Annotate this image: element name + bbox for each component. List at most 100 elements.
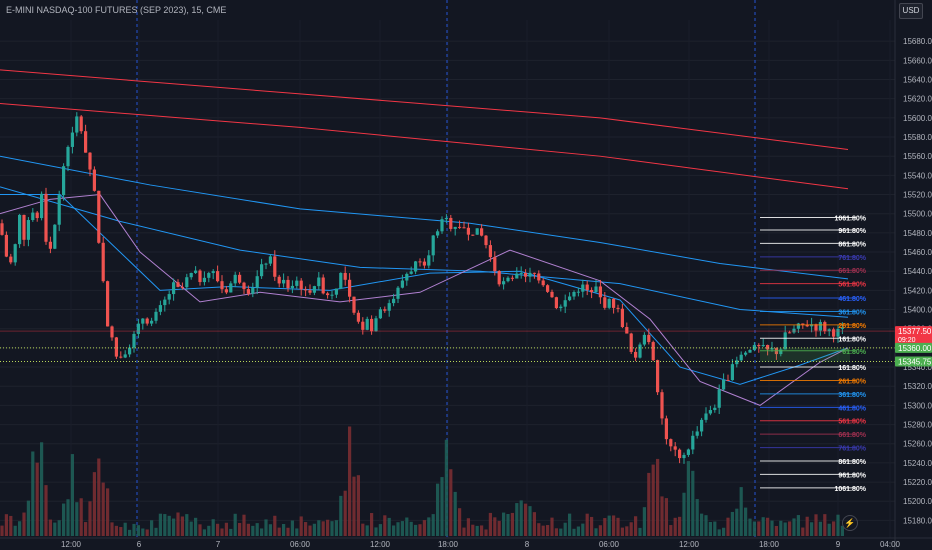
volume-bar	[224, 522, 228, 536]
candle-body	[576, 291, 580, 293]
volume-bar	[22, 512, 26, 536]
volume-bar	[541, 525, 545, 536]
candle-body	[519, 272, 523, 274]
volume-bar	[471, 524, 475, 536]
volume-bars	[0, 426, 844, 536]
volume-bar	[277, 527, 281, 536]
candle-body	[581, 284, 585, 292]
candle-body	[612, 298, 616, 308]
fib-level-label: 461.80%	[838, 296, 866, 303]
volume-bar	[431, 514, 435, 536]
volume-bar	[295, 528, 299, 536]
volume-bar	[172, 518, 176, 536]
volume-bar	[585, 513, 589, 536]
volume-bar	[70, 454, 74, 536]
price-label-box	[895, 342, 932, 353]
candle-body	[537, 273, 541, 281]
volume-bar	[748, 518, 752, 536]
fib-level-label: 661.80%	[838, 268, 866, 275]
y-tick-label: 15660.00	[903, 56, 932, 65]
volume-bar	[700, 513, 704, 536]
candle-body	[488, 245, 492, 258]
candle-body	[299, 280, 303, 290]
candle-body	[224, 289, 228, 293]
volume-bar	[691, 470, 695, 536]
volume-bar	[57, 520, 61, 536]
candle-body	[453, 226, 457, 229]
volume-bar	[273, 515, 277, 536]
candle-body	[515, 273, 519, 279]
candle-body	[255, 276, 259, 288]
volume-bar	[255, 523, 259, 536]
volume-bar	[352, 476, 356, 536]
fib-level-label: 161.80%	[838, 336, 866, 343]
volume-bar	[400, 521, 404, 536]
candle-body	[585, 284, 589, 291]
candle-body	[625, 327, 629, 334]
volume-bar	[796, 515, 800, 536]
currency-button[interactable]: USD	[899, 3, 923, 19]
volume-bar	[774, 525, 778, 536]
volume-bar	[251, 525, 255, 536]
x-tick-label: 12:00	[679, 540, 700, 549]
volume-bar	[458, 508, 462, 536]
volume-bar	[185, 514, 189, 536]
candle-body	[13, 244, 17, 263]
y-tick-label: 15620.00	[903, 95, 932, 104]
volume-bar	[462, 527, 466, 536]
volume-bar	[444, 439, 448, 536]
candle-body	[123, 354, 127, 358]
volume-bar	[62, 503, 66, 536]
volume-bar	[682, 492, 686, 536]
volume-bar	[502, 512, 506, 536]
volume-bar	[387, 517, 391, 536]
volume-bar	[752, 521, 756, 536]
candle-body	[374, 318, 378, 332]
lightning-icon[interactable]: ⚡	[842, 515, 858, 531]
candle-body	[136, 323, 140, 334]
candle-body	[88, 152, 92, 170]
volume-bar	[0, 525, 4, 536]
volume-bar	[713, 521, 717, 536]
candle-body	[194, 270, 198, 273]
candle-body	[9, 256, 13, 263]
candle-body	[730, 364, 734, 381]
candle-body	[766, 344, 770, 350]
volume-bar	[488, 512, 492, 536]
candle-body	[466, 227, 470, 235]
candle-body	[216, 271, 220, 282]
y-tick-label: 15520.00	[903, 191, 932, 200]
candle-body	[26, 220, 30, 240]
volume-bar	[572, 528, 576, 536]
volume-bar	[123, 522, 127, 536]
candle-body	[101, 242, 105, 282]
candle-body	[444, 217, 448, 220]
volume-bar	[449, 469, 453, 536]
candle-body	[568, 296, 572, 301]
volume-bar	[832, 521, 836, 536]
volume-bar	[620, 527, 624, 536]
candle-body	[396, 287, 400, 299]
volume-bar	[396, 522, 400, 536]
y-tick-label: 15200.00	[903, 497, 932, 506]
candle-body	[18, 214, 22, 245]
candle-body	[62, 166, 66, 196]
volume-bar	[361, 523, 365, 536]
volume-bar	[475, 525, 479, 536]
candle-body	[348, 279, 352, 297]
volume-bar	[510, 512, 514, 536]
y-tick-label: 15300.00	[903, 401, 932, 410]
candle-body	[330, 294, 334, 296]
fib-level-label: 861.80%	[838, 241, 866, 248]
volume-bar	[735, 508, 739, 536]
chart-title: E-MINI NASDAQ-100 FUTURES (SEP 2023), 15…	[6, 5, 227, 15]
volume-bar	[612, 515, 616, 536]
candle-body	[361, 321, 365, 330]
volume-bar	[79, 498, 83, 536]
candle-body	[418, 261, 422, 263]
candle-body	[805, 324, 809, 327]
candle-body	[185, 277, 189, 288]
candle-body	[541, 280, 545, 286]
volume-bar	[568, 513, 572, 536]
